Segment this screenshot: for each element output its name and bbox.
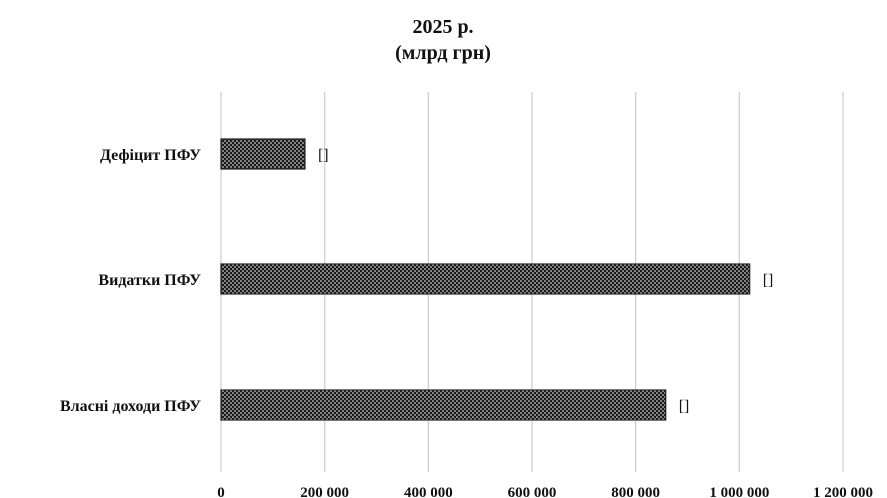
category-label: Видатки ПФУ bbox=[98, 272, 201, 289]
data-label: [] bbox=[763, 272, 774, 289]
category-label: Дефіцит ПФУ bbox=[100, 147, 201, 164]
category-label: Власні доходи ПФУ bbox=[60, 398, 201, 415]
x-tick-label: 600 000 bbox=[508, 485, 557, 498]
bar bbox=[221, 264, 750, 294]
bar bbox=[221, 390, 666, 420]
x-tick-label: 200 000 bbox=[300, 485, 349, 498]
bar bbox=[221, 139, 305, 169]
x-tick-label: 0 bbox=[217, 485, 225, 498]
x-tick-label: 1 200 000 bbox=[813, 485, 873, 498]
data-label: [] bbox=[318, 147, 329, 164]
x-tick-label: 800 000 bbox=[611, 485, 660, 498]
x-tick-label: 1 000 000 bbox=[709, 485, 769, 498]
chart-subtitle: (млрд грн) bbox=[395, 42, 491, 64]
chart-title: 2025 р. bbox=[412, 16, 473, 38]
data-label: [] bbox=[679, 398, 690, 415]
x-axis-ticks: 0 200 000 400 000 600 000 800 000 1 000 000 1 … bbox=[217, 485, 873, 498]
x-tick-label: 400 000 bbox=[404, 485, 453, 498]
category-labels: Дефіцит ПФУ Видатки ПФУ Власні доходи ПФУ bbox=[60, 147, 201, 415]
bars: [] [] [] bbox=[221, 139, 773, 420]
